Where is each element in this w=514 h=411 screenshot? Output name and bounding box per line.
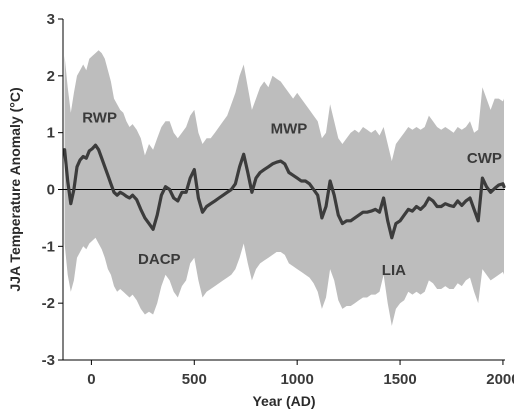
y-axis-title: JJA Temperature Anomaly (°C) [7, 87, 23, 291]
annotation-dacp: DACP [138, 251, 181, 268]
x-tick-label: 1500 [383, 371, 416, 388]
uncertainty-band [64, 50, 504, 326]
y-tick-label: -1 [42, 238, 55, 255]
annotation-lia: LIA [382, 262, 406, 279]
y-ticks: -3 -2 -1 0 1 2 3 [42, 11, 63, 369]
y-tick-label: -2 [42, 295, 55, 312]
x-tick-label: 1000 [280, 371, 313, 388]
temperature-anomaly-series-line [62, 143, 506, 240]
x-axis-title: Year (AD) [252, 393, 315, 409]
annotation-cwp: CWP [467, 150, 502, 167]
y-tick-label: 1 [47, 125, 55, 142]
annotation-rwp: RWP [82, 109, 117, 126]
y-tick-label: 3 [47, 11, 55, 28]
y-tick-label: 2 [47, 68, 55, 85]
y-tick-label: 0 [47, 182, 55, 199]
x-tick-label: 2000 [486, 371, 514, 388]
x-tick-label: 0 [87, 371, 95, 388]
x-tick-label: 500 [182, 371, 207, 388]
era-annotations: RWP DACP MWP LIA CWP [82, 109, 502, 279]
annotation-mwp: MWP [271, 121, 308, 138]
y-tick-label: -3 [42, 352, 55, 369]
x-ticks: 0 500 1000 1500 2000 [87, 360, 514, 388]
